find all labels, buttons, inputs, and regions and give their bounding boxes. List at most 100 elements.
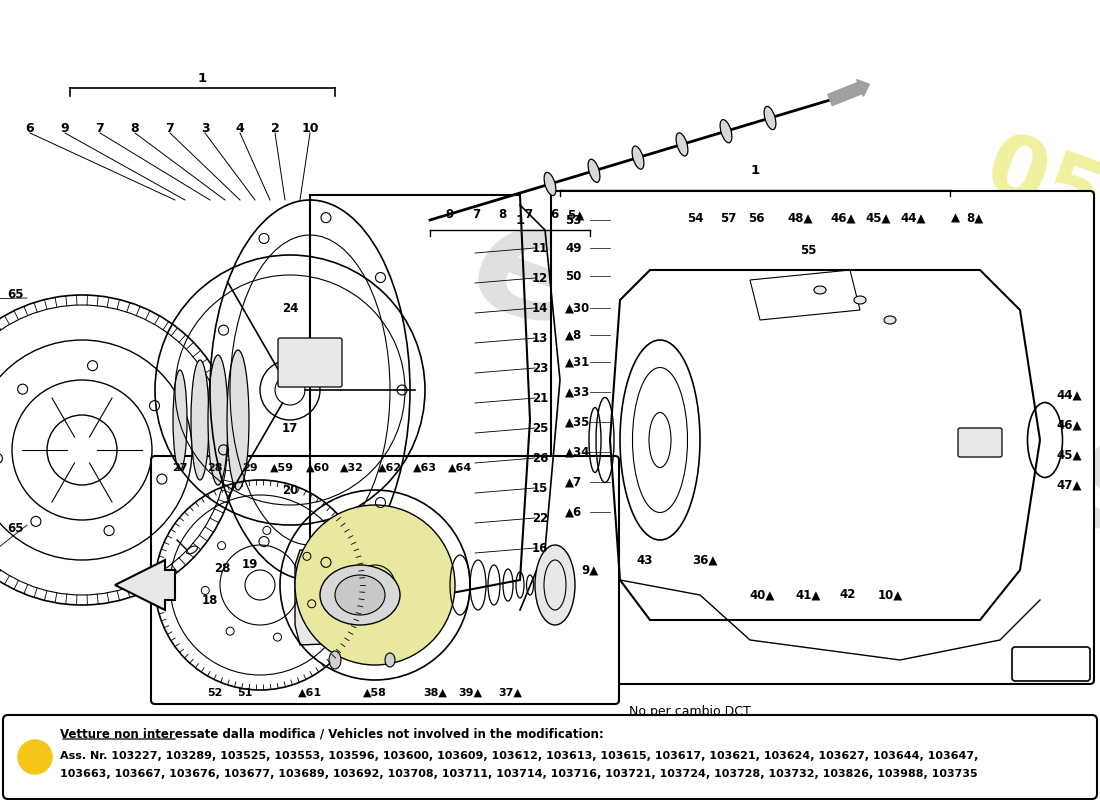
- Text: 37▲: 37▲: [498, 688, 521, 698]
- Ellipse shape: [884, 316, 896, 324]
- FancyBboxPatch shape: [278, 338, 342, 387]
- Text: 7: 7: [524, 209, 532, 222]
- Text: ▲35: ▲35: [565, 415, 591, 429]
- FancyBboxPatch shape: [958, 428, 1002, 457]
- Text: ▲62: ▲62: [378, 463, 403, 473]
- Text: 38▲: 38▲: [424, 688, 447, 698]
- Text: ▲: ▲: [950, 211, 959, 225]
- Text: 47▲: 47▲: [1057, 478, 1082, 491]
- Text: 29: 29: [242, 463, 257, 473]
- Text: 25: 25: [531, 422, 548, 434]
- Text: ▲30: ▲30: [565, 302, 591, 314]
- Polygon shape: [116, 560, 175, 610]
- FancyBboxPatch shape: [1012, 647, 1090, 681]
- Text: 19: 19: [242, 558, 258, 571]
- Text: 1: 1: [198, 71, 207, 85]
- FancyBboxPatch shape: [151, 456, 619, 704]
- Text: 53: 53: [565, 214, 582, 226]
- Text: 8: 8: [131, 122, 140, 134]
- Text: ▲ = 1: ▲ = 1: [1030, 657, 1071, 671]
- Text: 46▲: 46▲: [1056, 418, 1082, 431]
- Text: 57: 57: [719, 211, 736, 225]
- Text: 16: 16: [531, 542, 548, 554]
- Polygon shape: [295, 545, 425, 645]
- Text: 10: 10: [301, 122, 319, 134]
- Text: 50: 50: [565, 270, 582, 282]
- Text: ▲7: ▲7: [565, 475, 582, 489]
- Text: 21: 21: [532, 391, 548, 405]
- Text: No per cambio DCT: No per cambio DCT: [629, 706, 751, 718]
- Text: ▲61: ▲61: [298, 688, 322, 698]
- Ellipse shape: [764, 106, 776, 130]
- Text: 7: 7: [166, 122, 175, 134]
- Text: 1: 1: [516, 214, 525, 226]
- Text: 27: 27: [158, 583, 175, 597]
- Text: 9: 9: [60, 122, 69, 134]
- Text: 49: 49: [565, 242, 582, 254]
- Text: 40▲: 40▲: [749, 589, 774, 602]
- Text: 45▲: 45▲: [1056, 449, 1082, 462]
- Text: ▲6: ▲6: [565, 506, 582, 518]
- Text: 7: 7: [472, 209, 480, 222]
- Text: 1: 1: [750, 165, 760, 178]
- Text: 9: 9: [446, 209, 454, 222]
- Text: 13: 13: [532, 331, 548, 345]
- Ellipse shape: [227, 350, 249, 490]
- Text: 6: 6: [25, 122, 34, 134]
- Text: 26: 26: [531, 451, 548, 465]
- Text: 27: 27: [173, 463, 188, 473]
- Text: Ass. Nr. 103227, 103289, 103525, 103553, 103596, 103600, 103609, 103612, 103613,: Ass. Nr. 103227, 103289, 103525, 103553,…: [60, 751, 978, 761]
- FancyArrow shape: [828, 80, 869, 106]
- Circle shape: [18, 740, 52, 774]
- Text: 39▲: 39▲: [458, 688, 482, 698]
- Text: ▲8: ▲8: [565, 329, 582, 342]
- Text: 9▲: 9▲: [582, 563, 598, 577]
- Text: 65: 65: [7, 289, 23, 302]
- Text: 46▲: 46▲: [830, 211, 856, 225]
- Text: 8▲: 8▲: [967, 211, 983, 225]
- Text: 41▲: 41▲: [795, 589, 821, 602]
- Text: 7: 7: [96, 122, 104, 134]
- Ellipse shape: [173, 370, 187, 470]
- Text: 10▲: 10▲: [878, 589, 903, 602]
- Text: europes: europes: [451, 182, 1100, 578]
- Ellipse shape: [632, 146, 644, 169]
- FancyBboxPatch shape: [3, 715, 1097, 799]
- Text: 5▲: 5▲: [568, 209, 584, 222]
- Text: 56: 56: [748, 211, 764, 225]
- Ellipse shape: [191, 360, 209, 480]
- Text: 48▲: 48▲: [788, 211, 813, 225]
- Text: 6: 6: [550, 209, 558, 222]
- Text: 28: 28: [207, 463, 222, 473]
- Ellipse shape: [544, 173, 556, 195]
- Ellipse shape: [588, 159, 600, 182]
- Text: 28: 28: [213, 562, 230, 574]
- Text: 51: 51: [238, 688, 253, 698]
- Text: 18: 18: [201, 594, 218, 606]
- Text: 42: 42: [839, 589, 856, 602]
- Text: 103663, 103667, 103676, 103677, 103689, 103692, 103708, 103711, 103714, 103716, : 103663, 103667, 103676, 103677, 103689, …: [60, 769, 978, 779]
- Text: Vetture non interessate dalla modifica / Vehicles not involved in the modificati: Vetture non interessate dalla modifica /…: [60, 727, 604, 741]
- Text: ▲60: ▲60: [306, 463, 330, 473]
- Text: ▲59: ▲59: [270, 463, 294, 473]
- Text: 12: 12: [532, 271, 548, 285]
- Ellipse shape: [535, 545, 575, 625]
- Ellipse shape: [320, 565, 400, 625]
- Text: 36▲: 36▲: [692, 554, 717, 566]
- Text: ▲32: ▲32: [340, 463, 364, 473]
- Text: 8: 8: [498, 209, 506, 222]
- Text: A: A: [29, 748, 42, 766]
- Text: 22: 22: [532, 511, 548, 525]
- Text: 52: 52: [207, 688, 222, 698]
- Text: 54: 54: [686, 211, 703, 225]
- Text: 15: 15: [531, 482, 548, 494]
- Text: 24: 24: [282, 302, 298, 314]
- Text: 17: 17: [282, 422, 298, 434]
- Ellipse shape: [208, 355, 228, 485]
- Ellipse shape: [854, 296, 866, 304]
- Ellipse shape: [336, 575, 385, 615]
- Text: 14: 14: [531, 302, 548, 314]
- FancyBboxPatch shape: [551, 191, 1094, 684]
- Ellipse shape: [385, 653, 395, 667]
- Ellipse shape: [676, 133, 688, 156]
